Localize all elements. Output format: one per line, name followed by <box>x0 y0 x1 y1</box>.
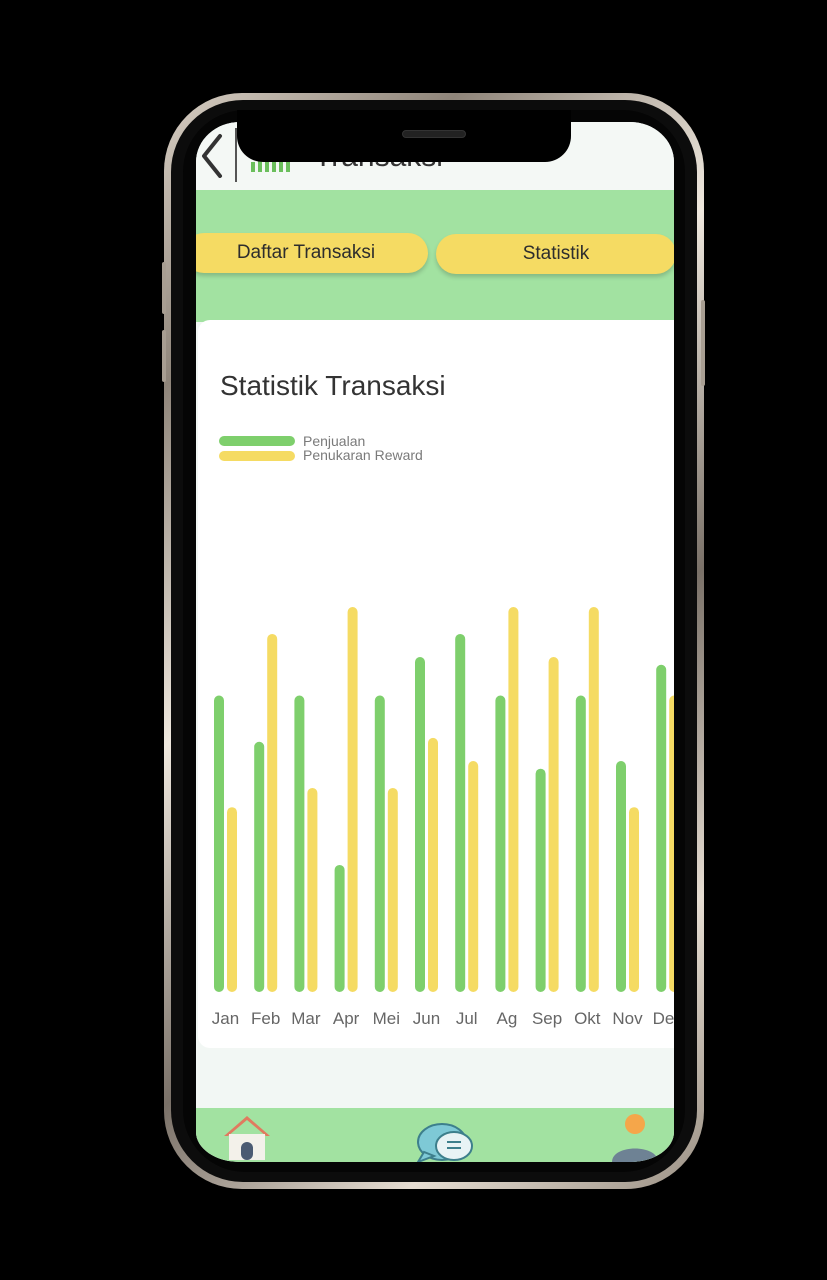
bar-penjualan-okt <box>575 695 586 992</box>
bar-penjualan-jun <box>415 657 425 992</box>
x-tick-label: Mei <box>373 1009 400 1028</box>
home-icon[interactable] <box>222 1114 272 1160</box>
bar-penukaran-reward-apr <box>347 607 358 992</box>
x-tick-label: Jul <box>456 1009 478 1028</box>
bar-penukaran-reward-mar <box>307 787 318 992</box>
bar-penukaran-reward-jan <box>227 807 237 992</box>
legend-swatch-penukaran-reward <box>219 451 295 461</box>
bar-penukaran-reward-jul <box>468 761 479 992</box>
x-tick-label: Sep <box>532 1009 562 1028</box>
bar-chart: Jan Feb Mar Apr Mei Jun Jul Ag Sep Okt Nov Des <box>212 607 674 1028</box>
x-tick-label: Apr <box>333 1009 360 1028</box>
bar-penukaran-reward-feb <box>267 633 278 992</box>
bar-penukaran-reward-des <box>669 695 674 992</box>
bar-penukaran-reward-jun <box>428 737 438 992</box>
tab-statistik[interactable]: Statistik <box>436 234 674 274</box>
bar-penukaran-reward-mei <box>387 787 398 992</box>
bar-penjualan-sep <box>535 768 546 992</box>
x-tick-label: Jan <box>212 1009 239 1028</box>
x-tick-label: Ag <box>497 1009 518 1028</box>
volume-up-button <box>162 262 166 314</box>
x-tick-label: Des <box>653 1009 674 1028</box>
bar-penukaran-reward-ag <box>508 607 519 992</box>
bar-penjualan-des <box>656 664 667 992</box>
profile-icon[interactable] <box>610 1114 660 1162</box>
phone-screen: Transaksi Daftar Transaksi Statistik Sta… <box>196 122 674 1162</box>
header-divider <box>235 128 237 182</box>
chevron-left-icon[interactable] <box>198 130 228 178</box>
bar-penjualan-nov <box>616 761 626 992</box>
bar-penukaran-reward-nov <box>629 807 639 992</box>
bar-penukaran-reward-okt <box>588 607 599 992</box>
power-button <box>701 300 705 386</box>
x-tick-label: Mar <box>291 1009 321 1028</box>
bar-penjualan-apr <box>334 864 345 992</box>
tab-daftar-transaksi[interactable]: Daftar Transaksi <box>196 233 428 273</box>
bar-penukaran-reward-sep <box>548 657 559 992</box>
card-title: Statistik Transaksi <box>220 370 446 401</box>
volume-down-button <box>162 330 166 382</box>
legend-label-penjualan: Penjualan <box>303 433 366 449</box>
x-tick-label: Feb <box>251 1009 280 1028</box>
legend-label-penukaran-reward: Penukaran Reward <box>303 447 423 463</box>
bar-penjualan-mei <box>374 695 385 992</box>
bar-penjualan-jan <box>214 695 224 992</box>
bar-penjualan-feb <box>254 741 265 992</box>
x-tick-label: Okt <box>574 1009 601 1028</box>
speaker-grille <box>402 130 466 138</box>
bar-penjualan-mar <box>294 695 305 992</box>
x-tick-label: Jun <box>413 1009 440 1028</box>
chat-icon[interactable] <box>414 1118 478 1162</box>
bar-penjualan-ag <box>495 695 506 992</box>
x-tick-label: Nov <box>612 1009 643 1028</box>
bar-penjualan-jul <box>455 633 466 992</box>
legend-swatch-penjualan <box>219 436 295 446</box>
